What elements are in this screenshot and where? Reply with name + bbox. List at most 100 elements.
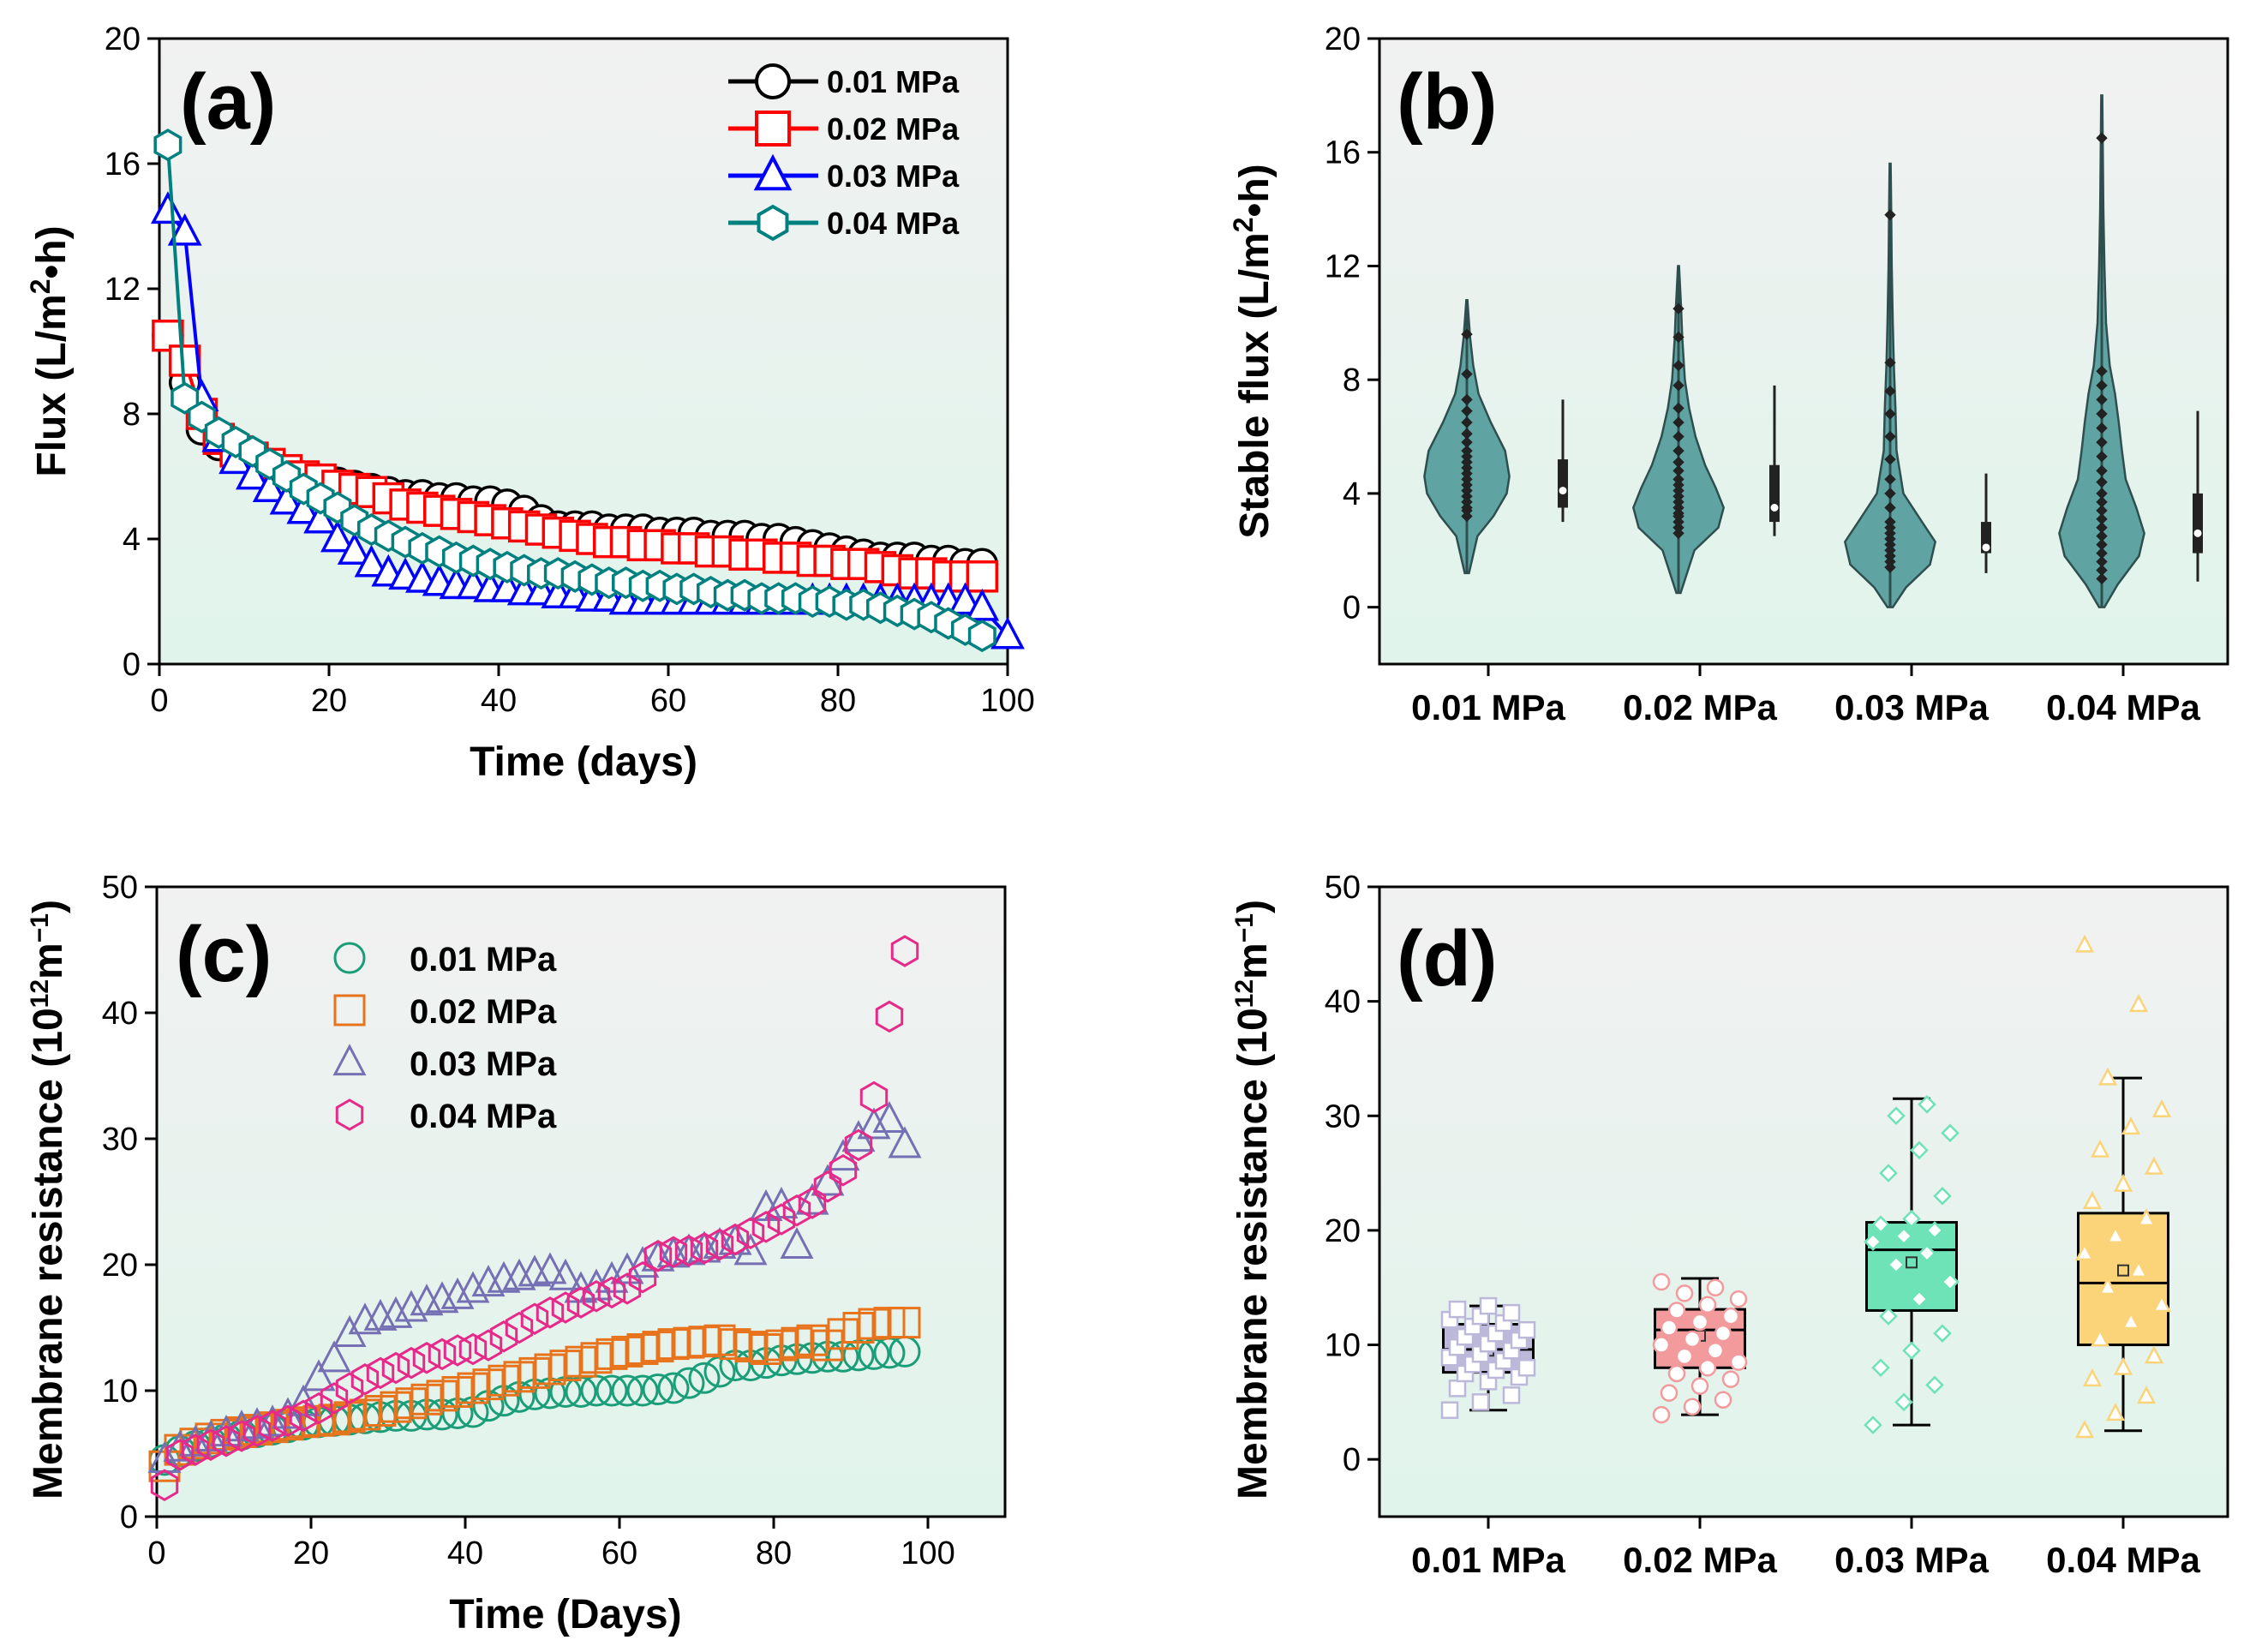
box-point [2090, 1328, 2110, 1347]
data-point [258, 1410, 287, 1442]
data-point [674, 1235, 703, 1267]
box-point [1502, 1386, 1521, 1404]
box-point [1675, 1284, 1694, 1302]
data-point [595, 1374, 628, 1407]
violin-point [1884, 516, 1896, 528]
data-point [721, 1223, 750, 1256]
data-point [394, 1290, 428, 1322]
box-point [2128, 994, 2149, 1013]
data-point [536, 1296, 565, 1329]
data-point [597, 1276, 626, 1309]
box-point [1517, 1320, 1536, 1339]
data-point [990, 616, 1025, 649]
a-xtick-label: 60 [650, 683, 686, 719]
box-point [1864, 1416, 1882, 1434]
data-point [548, 1258, 583, 1290]
a-xtick-label: 0 [150, 683, 168, 719]
violin-point [2096, 488, 2108, 500]
c-ytick-label: 10 [102, 1374, 138, 1410]
box-point [1902, 1341, 1921, 1360]
data-point [659, 1236, 688, 1269]
data-point [286, 1384, 320, 1416]
b-ytick-label: 16 [1325, 135, 1361, 171]
data-point [613, 1272, 642, 1305]
box-iqr [2077, 1212, 2169, 1347]
data-point [474, 1329, 503, 1362]
data-point [317, 1340, 351, 1373]
c-ytick-label: 0 [120, 1499, 138, 1535]
y-axis-title-b: Stable flux (L/m2•h) [1228, 164, 1278, 538]
panel-d: 0 10 20 30 40 50 0.01 MPa 0.02 MPa 0.03 MPa 0.04 … [1230, 870, 2229, 1580]
box-point [1690, 1313, 1709, 1332]
c-xtick-label: 100 [901, 1535, 954, 1571]
b-ytick-label: 0 [1343, 590, 1361, 626]
y-axis-title-a: Flux (L/m2•h) [25, 225, 75, 476]
violin-point [2096, 530, 2108, 542]
box-mean [2117, 1264, 2129, 1277]
series-a [151, 129, 1025, 653]
panel-label-d: (d) [1397, 915, 1497, 1003]
violin-point [2096, 422, 2108, 434]
box-point [2074, 1242, 2095, 1261]
data-point [505, 1311, 534, 1344]
box-point [1902, 1209, 1921, 1229]
data-point [673, 1367, 705, 1399]
data-point [705, 1228, 734, 1261]
violin-point [1884, 408, 1896, 420]
box-point [2090, 1139, 2110, 1158]
violin-point [1884, 453, 1896, 465]
b-ytick-label: 12 [1325, 248, 1361, 284]
box-point [1918, 1243, 1936, 1263]
axes-c: 0 10 20 30 40 50 0 20 40 60 80 100 [102, 870, 955, 1571]
box-point [2105, 1225, 2126, 1244]
c-ytick-label: 40 [102, 996, 138, 1032]
data-point [181, 1434, 210, 1466]
data-point [212, 1425, 241, 1457]
b-ytick-label: 4 [1343, 476, 1361, 512]
box-point [2082, 1190, 2103, 1209]
b-category-label: 0.01 MPa [1411, 687, 1565, 727]
panel-a: 0 4 8 12 16 20 0 20 40 60 80 100 (a) Time (days) Fl… [25, 21, 1035, 785]
data-point [165, 1439, 194, 1471]
data-point [354, 544, 389, 578]
violin-point [2096, 564, 2108, 577]
violin-point [1461, 436, 1473, 448]
box-point [2128, 1260, 2149, 1278]
a-xtick-label: 40 [481, 683, 517, 719]
violin-point [1884, 356, 1896, 368]
violin-point [1461, 445, 1473, 457]
legend-marker [753, 153, 793, 191]
box-point [1910, 1290, 1929, 1308]
data-point [611, 1374, 643, 1407]
box-point [1517, 1359, 1536, 1377]
box-median [1982, 543, 1990, 552]
a-ytick-label: 20 [105, 21, 141, 57]
box-point [1871, 1215, 1890, 1234]
box-median [2193, 529, 2202, 537]
violin-point [1884, 473, 1896, 486]
violin-point [2096, 436, 2108, 448]
d-ytick-label: 50 [1325, 870, 1361, 906]
box-point [1652, 1272, 1671, 1291]
axes-a: 0 4 8 12 16 20 0 20 40 60 80 100 [105, 21, 1035, 719]
data-point [642, 1374, 674, 1406]
axes-b: 0 4 8 12 16 20 0.01 MPa 0.02 MPa 0.03 MPa 0.04 MP… [1325, 21, 2201, 727]
box-point [1471, 1393, 1490, 1411]
b-category-label: 0.02 MPa [1623, 687, 1777, 727]
panel-label-b: (b) [1397, 58, 1497, 146]
panel-label-a: (a) [180, 58, 276, 146]
box-point [1698, 1296, 1717, 1314]
data-point [690, 1232, 719, 1265]
box-point [1721, 1370, 1740, 1388]
violin-point [1461, 404, 1473, 417]
violin-point [1673, 473, 1684, 486]
data-point [163, 1429, 197, 1462]
data-point [780, 1227, 814, 1260]
box-point [2074, 1420, 2095, 1439]
box-point [1910, 1140, 1929, 1160]
box-point [2151, 1294, 2172, 1313]
box-point [1652, 1405, 1671, 1424]
data-point [227, 1420, 256, 1452]
box-point [2097, 1277, 2118, 1296]
